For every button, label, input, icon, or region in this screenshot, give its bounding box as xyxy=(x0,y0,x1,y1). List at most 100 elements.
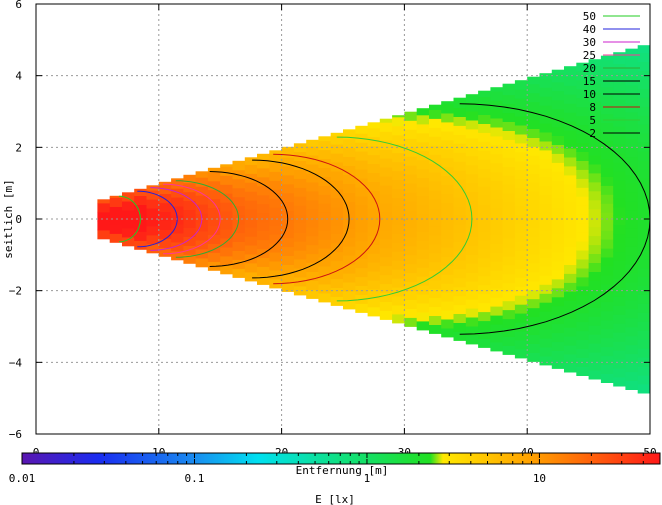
heatmap-cell xyxy=(355,240,369,251)
heatmap-cell xyxy=(637,374,650,385)
heatmap-cell xyxy=(637,249,650,260)
heatmap-cell xyxy=(416,195,430,205)
heatmap-cell xyxy=(367,190,381,200)
heatmap-cell xyxy=(600,140,614,150)
heatmap-cell xyxy=(158,229,172,239)
heatmap-cell xyxy=(502,94,516,105)
heatmap-cell xyxy=(122,200,135,211)
heatmap-cell xyxy=(637,348,650,358)
heatmap-cell xyxy=(183,209,197,219)
heatmap-cell xyxy=(281,156,295,167)
heatmap-cell xyxy=(613,215,627,226)
heatmap-cell xyxy=(379,149,393,159)
heatmap-cell xyxy=(207,234,221,244)
heatmap-cell xyxy=(613,54,627,64)
heatmap-cell xyxy=(564,273,577,283)
heatmap-cell xyxy=(551,117,565,128)
heatmap-cell xyxy=(527,173,541,183)
heatmap-cell xyxy=(404,147,418,157)
heatmap-cell xyxy=(502,237,516,248)
heatmap-cell xyxy=(514,295,528,305)
heatmap-cell xyxy=(416,186,430,196)
heatmap-cell xyxy=(527,146,541,156)
heatmap-cell xyxy=(367,181,381,191)
heatmap-cell xyxy=(551,135,565,145)
heatmap-cell xyxy=(478,132,491,142)
heatmap-cell xyxy=(306,289,320,299)
heatmap-cell xyxy=(220,228,234,239)
heatmap-cell xyxy=(539,302,553,312)
heatmap-cell xyxy=(453,331,467,341)
heatmap-cell xyxy=(97,211,111,222)
heatmap-cell xyxy=(453,250,467,261)
heatmap-cell xyxy=(539,346,553,357)
heatmap-cell xyxy=(453,143,467,153)
heatmap-cell xyxy=(478,177,491,187)
heatmap-cell xyxy=(527,137,541,147)
heatmap-cell xyxy=(269,180,283,190)
heatmap-cell xyxy=(637,267,650,277)
heatmap-cell xyxy=(527,110,541,121)
heatmap-cell xyxy=(564,138,577,149)
heatmap-cell xyxy=(465,307,479,318)
heatmap-cell xyxy=(453,170,467,180)
heatmap-cell xyxy=(293,241,307,251)
heatmap-cell xyxy=(158,211,172,221)
heatmap-cell xyxy=(465,200,479,210)
heatmap-cell xyxy=(551,81,565,92)
heatmap-cell xyxy=(551,287,565,298)
heatmap-cell xyxy=(257,239,270,249)
heatmap-cell xyxy=(637,168,650,179)
heatmap-cell xyxy=(281,273,295,283)
heatmap-cell xyxy=(367,122,381,129)
heatmap-cell xyxy=(232,241,246,251)
heatmap-cell xyxy=(404,308,418,318)
heatmap-cell xyxy=(134,222,148,232)
heatmap-cell xyxy=(490,252,504,262)
heatmap-cell xyxy=(625,362,639,373)
heatmap-cell xyxy=(527,289,541,300)
heatmap-cell xyxy=(613,376,627,387)
heatmap-cell xyxy=(551,207,565,217)
heatmap-cell xyxy=(551,359,565,369)
colorbar-tick-label: 10 xyxy=(533,472,546,485)
heatmap-cell xyxy=(453,97,467,99)
legend-label: 40 xyxy=(583,23,596,36)
heatmap-cell xyxy=(564,318,577,328)
heatmap-cell xyxy=(564,67,577,77)
legend-label: 10 xyxy=(583,88,596,101)
heatmap-cell xyxy=(576,232,590,242)
heatmap-cell xyxy=(306,244,320,255)
heatmap-cell xyxy=(613,314,627,324)
heatmap-cell xyxy=(478,150,491,160)
heatmap-cell xyxy=(318,203,332,213)
heatmap-cell xyxy=(490,261,504,271)
heatmap-cell xyxy=(404,227,418,238)
heatmap-cell xyxy=(429,306,442,316)
heatmap-cell xyxy=(293,267,307,278)
heatmap-cell xyxy=(453,188,467,198)
heatmap-cell xyxy=(453,98,467,108)
heatmap-cell xyxy=(502,193,516,203)
heatmap-cell xyxy=(613,332,627,342)
heatmap-cell xyxy=(367,136,381,147)
heatmap-cell xyxy=(514,277,528,287)
heatmap-cell xyxy=(330,188,344,199)
y-tick-label: 0 xyxy=(15,213,22,226)
heatmap-cell xyxy=(478,257,491,268)
heatmap-cell xyxy=(625,308,639,319)
heatmap-cell xyxy=(330,233,344,244)
heatmap-cell xyxy=(416,293,430,304)
heatmap-cell xyxy=(600,68,614,79)
x-axis-label: Entfernung [m] xyxy=(296,464,389,477)
heatmap-cell xyxy=(625,84,639,95)
heatmap-cell xyxy=(576,151,590,161)
heatmap-cell xyxy=(343,138,356,149)
heatmap-cell xyxy=(171,205,184,216)
heatmap-cell xyxy=(576,97,590,108)
heatmap-cell xyxy=(576,294,590,305)
heatmap-cell xyxy=(588,110,602,120)
heatmap-cell xyxy=(514,80,528,90)
heatmap-cell xyxy=(502,202,516,212)
heatmap-cell xyxy=(465,299,479,309)
